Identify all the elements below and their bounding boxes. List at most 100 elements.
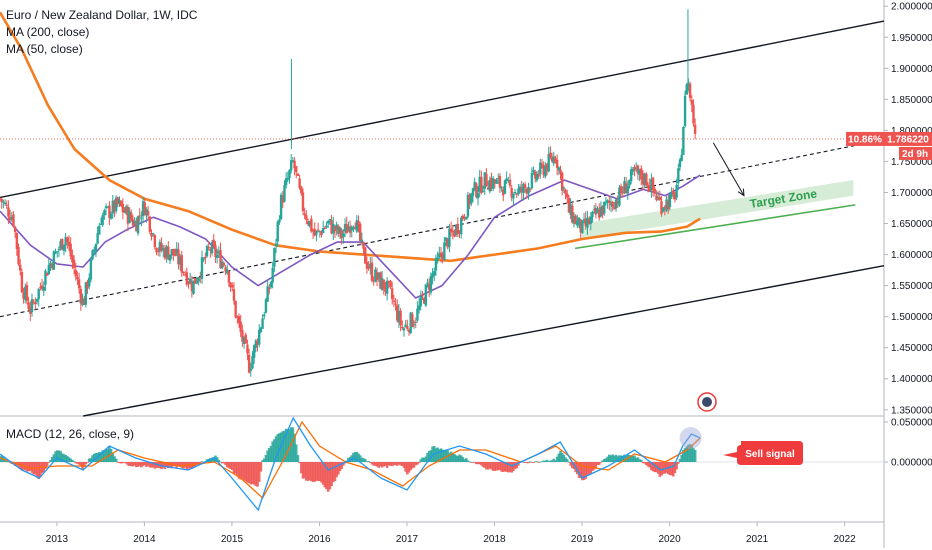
candle-body (286, 178, 290, 180)
candle-body (284, 178, 288, 186)
macd-histogram-bar (671, 462, 675, 477)
candle-body (559, 169, 562, 174)
candle-body (348, 226, 352, 233)
macd-histogram-bar (229, 462, 232, 469)
candle-body (288, 169, 291, 178)
macd-histogram-bar (330, 462, 333, 487)
candle-body (402, 328, 406, 331)
price-tick-label: 1.900000 (891, 64, 932, 75)
candle-body (91, 250, 94, 260)
price-tick-label: 1.500000 (891, 312, 932, 323)
candle-body (481, 190, 485, 192)
target-zone-line (574, 204, 856, 250)
macd-histogram-bar (633, 455, 636, 462)
candle-body (215, 254, 219, 258)
candle-body (387, 280, 391, 283)
candle-body (308, 220, 311, 226)
candle-body (495, 179, 498, 184)
price-change-label: 10.86% (848, 134, 882, 145)
macd-histogram-bar (113, 456, 116, 462)
macd-histogram-bar (668, 462, 672, 476)
macd-histogram-bar (459, 455, 463, 462)
candle-body (200, 257, 204, 279)
candle-body (672, 190, 675, 195)
candle-body (577, 217, 581, 223)
candle-body (141, 201, 145, 217)
macd-histogram-bar (185, 462, 189, 471)
macd-histogram-bar (337, 462, 340, 475)
macd-histogram-bar (498, 462, 502, 470)
macd-histogram-bar (236, 462, 239, 477)
macd-histogram-bar (284, 428, 288, 462)
macd-histogram-bar (362, 458, 365, 462)
macd-histogram-bar (259, 462, 263, 472)
candle-body (296, 173, 300, 176)
candle-body (24, 286, 27, 300)
candle-body (264, 299, 268, 313)
candle-body (301, 192, 305, 212)
macd-histogram-bar (651, 462, 655, 472)
countdown-label: 2d 9h (902, 149, 928, 160)
macd-indicator: Sell signal (0, 416, 884, 512)
macd-histogram-bar (400, 462, 404, 467)
macd-histogram-bar (252, 462, 256, 485)
macd-histogram-bar (523, 462, 527, 463)
candle-body (157, 250, 160, 253)
candle-body (143, 202, 146, 215)
macd-histogram-bar (540, 461, 544, 463)
macd-histogram-bar (385, 462, 389, 468)
candle-body (303, 213, 306, 216)
candle-body (136, 216, 140, 234)
macd-histogram-bar (471, 462, 475, 463)
macd-histogram-bar (347, 457, 350, 462)
macd-histogram-bar (594, 462, 598, 468)
candle-body (411, 314, 414, 327)
macd-histogram-bar (547, 461, 551, 462)
macd-histogram-bar (427, 450, 431, 462)
macd-histogram-bar (392, 462, 396, 466)
candle-body (148, 216, 152, 232)
candle-body (214, 245, 217, 257)
candle-body (685, 84, 688, 95)
macd-histogram-bar (596, 462, 599, 465)
candle-body (512, 194, 515, 199)
macd-histogram-bar (20, 462, 24, 471)
macd-histogram-bar (310, 462, 313, 482)
candle-body (327, 220, 330, 224)
candle-body (10, 216, 13, 220)
candle-body (656, 197, 660, 199)
candle-body (443, 242, 446, 261)
macd-histogram-bar (653, 462, 657, 473)
candle-body (582, 219, 586, 221)
macd-histogram-bar (318, 462, 322, 481)
candle-body (311, 230, 315, 232)
macd-histogram-bar (67, 457, 71, 462)
macd-histogram-bar (13, 462, 17, 466)
candle-body (27, 302, 30, 310)
macd-histogram-bar (47, 462, 51, 463)
candle-body (71, 255, 74, 263)
macd-histogram-bar (151, 462, 155, 468)
candle-body (295, 166, 298, 173)
candle-body (544, 165, 547, 177)
price-tick-label: 1.800000 (891, 126, 932, 137)
candle-body (37, 288, 40, 300)
candle-body (370, 262, 374, 281)
candle-body (454, 224, 458, 235)
macd-histogram-bar (303, 462, 306, 479)
last-price-tag (884, 131, 932, 146)
candle-body (508, 179, 512, 186)
candle-body (591, 211, 594, 218)
candle-body (357, 220, 360, 226)
time-tick-label: 2021 (746, 534, 769, 545)
macd-histogram-bar (581, 462, 584, 481)
candle-body (513, 192, 517, 194)
macd-histogram-bar (242, 462, 246, 481)
candle-body (431, 273, 434, 278)
macd-histogram-bar (648, 462, 652, 468)
macd-histogram-bar (636, 457, 640, 462)
candle-body (646, 184, 650, 186)
macd-histogram-bar (340, 462, 343, 469)
candle-body (470, 193, 473, 204)
